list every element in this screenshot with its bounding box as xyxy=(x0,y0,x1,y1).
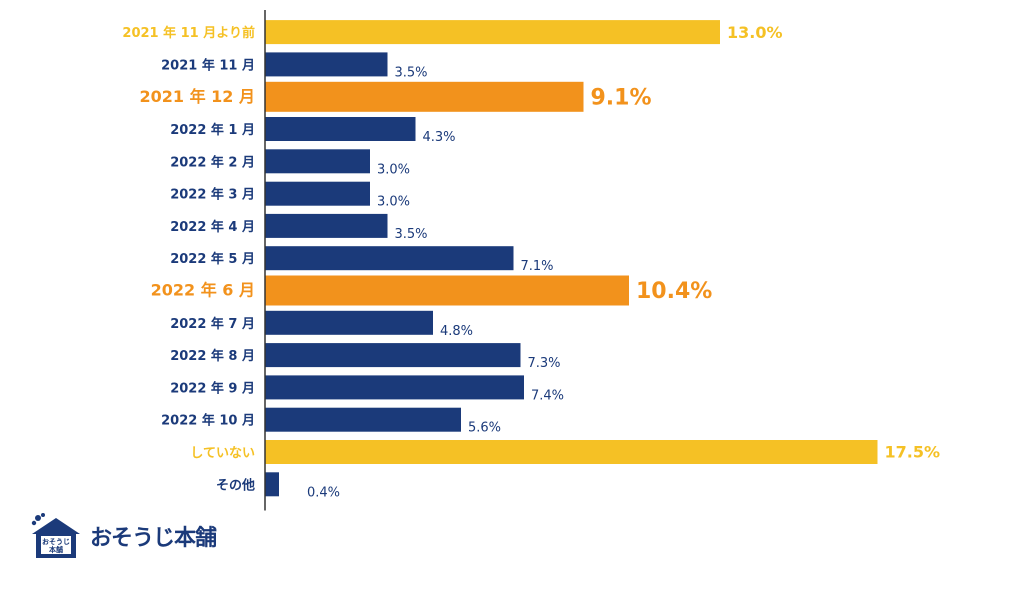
bar xyxy=(265,149,370,174)
bar xyxy=(265,213,388,238)
category-label: 2022 年 7 月 xyxy=(170,316,255,332)
value-label: 4.8% xyxy=(440,324,473,339)
bar xyxy=(265,20,720,45)
house-logo-icon: おそうじ 本舗 xyxy=(31,513,80,558)
category-label: 2022 年 3 月 xyxy=(170,187,255,203)
value-label: 7.3% xyxy=(528,356,561,371)
category-label: 2022 年 10 月 xyxy=(161,413,255,429)
value-label: 3.5% xyxy=(395,65,428,80)
bar xyxy=(265,310,433,335)
value-label: 17.5% xyxy=(885,443,941,462)
value-label: 3.0% xyxy=(377,195,410,210)
category-label: 2021 年 12 月 xyxy=(139,87,255,106)
category-label: 2022 年 5 月 xyxy=(170,251,255,267)
category-label: 2022 年 2 月 xyxy=(170,154,255,170)
house-text-top: おそうじ xyxy=(42,537,70,546)
value-label: 3.5% xyxy=(395,227,428,242)
house-text-bottom: 本舗 xyxy=(48,545,63,554)
bar xyxy=(265,181,370,206)
bar xyxy=(265,440,878,464)
bar xyxy=(265,472,279,497)
category-label: 2022 年 1 月 xyxy=(170,122,255,138)
value-label: 5.6% xyxy=(468,421,501,436)
value-label: 3.0% xyxy=(377,162,410,177)
category-label: 2022 年 4 月 xyxy=(170,219,255,235)
brand-logo: おそうじ 本舗 おそうじ本舗 xyxy=(28,512,217,560)
value-label: 0.4% xyxy=(307,485,340,500)
category-label: していない xyxy=(190,446,255,461)
category-label: 2022 年 9 月 xyxy=(170,380,255,396)
bar xyxy=(265,343,521,368)
value-label: 7.4% xyxy=(531,388,564,403)
bar xyxy=(265,375,524,400)
bar xyxy=(265,275,629,306)
category-label: 2021 年 11 月 xyxy=(161,57,255,73)
brand-name: おそうじ本舗 xyxy=(90,526,217,551)
value-label: 9.1% xyxy=(591,86,652,111)
value-label: 7.1% xyxy=(521,259,554,274)
value-label: 4.3% xyxy=(423,130,456,145)
category-label: その他 xyxy=(216,477,255,493)
bar xyxy=(265,117,416,141)
category-label: 2022 年 8 月 xyxy=(170,348,255,364)
bar xyxy=(265,52,388,77)
bar xyxy=(265,407,461,432)
value-label: 10.4% xyxy=(636,279,712,304)
category-label: 2022 年 6 月 xyxy=(151,281,255,300)
value-label: 13.0% xyxy=(727,23,783,42)
category-label: 2021 年 11 月より前 xyxy=(122,25,255,41)
bar xyxy=(265,81,584,112)
bar xyxy=(265,246,514,271)
